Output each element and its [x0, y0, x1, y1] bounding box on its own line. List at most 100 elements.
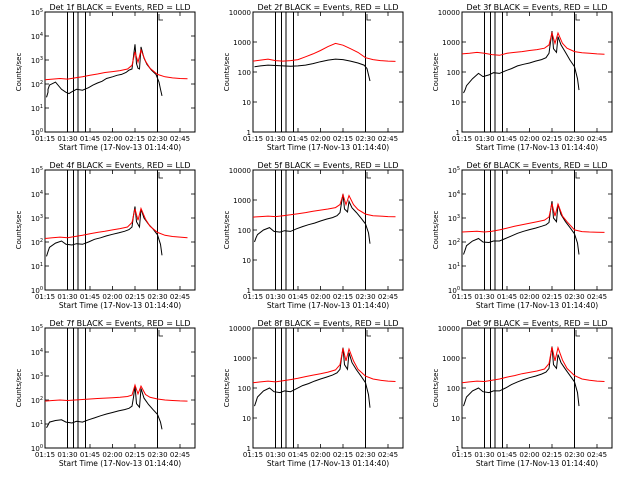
series-lld-line	[44, 383, 188, 402]
y-tick-label: 10	[242, 99, 251, 107]
y-tick-label: 101	[31, 104, 43, 113]
x-tick-label: 02:30	[355, 451, 375, 459]
y-tick-label: 105	[31, 8, 43, 17]
y-tick-label: 105	[31, 166, 43, 175]
x-tick-label: 01:30	[265, 451, 285, 459]
y-tick-label: 103	[448, 214, 460, 223]
y-axis-label: Counts/sec	[432, 369, 440, 408]
bracket-marker	[158, 14, 163, 21]
series-events-line	[254, 193, 371, 244]
y-tick-label: 100	[31, 286, 43, 295]
y-tick-label: 100	[238, 69, 251, 77]
x-tick-label: 02:15	[542, 451, 562, 459]
x-tick-label: 02:30	[564, 451, 584, 459]
y-tick-label: 100	[447, 69, 460, 77]
y-tick-exponent: 2	[457, 238, 460, 244]
y-tick-exponent: 0	[40, 286, 43, 292]
y-tick-label: 1	[247, 287, 251, 295]
x-tick-label: 02:15	[125, 293, 145, 301]
series-events-line	[463, 346, 580, 407]
series-events-line	[254, 347, 371, 408]
y-tick-label: 102	[31, 238, 43, 247]
x-tick-label: 02:45	[378, 293, 398, 301]
series-events-line	[46, 44, 163, 98]
x-tick-label: 01:45	[497, 293, 517, 301]
x-tick-label: 02:00	[310, 293, 330, 301]
x-tick-label: 01:30	[474, 293, 494, 301]
chart-panel: Det 5f BLACK = Events, RED = LLD 1 10 100 10…	[223, 161, 404, 310]
y-tick-label: 101	[31, 262, 43, 271]
x-tick-label: 02:15	[542, 293, 562, 301]
series-events-line	[46, 206, 163, 257]
y-tick-exponent: 5	[40, 166, 43, 172]
chart-panel: Det 8f BLACK = Events, RED = LLD 1 10 100 10…	[223, 319, 404, 468]
bracket-marker	[366, 330, 371, 337]
y-tick-label: 1000	[233, 39, 251, 47]
y-tick-label: 10	[451, 415, 460, 423]
x-tick-label: 02:45	[170, 135, 190, 143]
y-tick-exponent: 0	[457, 286, 460, 292]
y-tick-label: 1	[247, 129, 251, 137]
x-tick-label: 01:15	[452, 293, 472, 301]
y-tick-exponent: 3	[457, 214, 460, 220]
y-axis-label: Counts/sec	[432, 53, 440, 92]
y-tick-exponent: 3	[40, 214, 43, 220]
x-tick-label: 02:15	[333, 293, 353, 301]
bracket-marker	[575, 172, 580, 179]
y-tick-exponent: 3	[40, 56, 43, 62]
chart-title: Det 5f BLACK = Events, RED = LLD	[257, 161, 398, 170]
y-tick-label: 100	[448, 286, 460, 295]
bracket-marker	[158, 172, 163, 179]
y-tick-label: 1	[456, 445, 460, 453]
y-tick-exponent: 4	[40, 190, 43, 196]
x-tick-label: 02:45	[587, 135, 607, 143]
y-tick-exponent: 0	[40, 128, 43, 134]
y-tick-label: 1000	[442, 39, 460, 47]
x-tick-label: 02:00	[102, 135, 122, 143]
y-axis-label: Counts/sec	[223, 369, 231, 408]
y-tick-exponent: 1	[40, 420, 43, 426]
chart-panel: Det 9f BLACK = Events, RED = LLD 1 10 100 10…	[432, 319, 613, 468]
x-axis-label: Start Time (17-Nov-13 01:14:40)	[59, 143, 181, 152]
bracket-marker	[366, 14, 371, 21]
y-axis-label: Counts/sec	[15, 53, 23, 92]
y-tick-label: 10000	[229, 167, 251, 175]
series-events-line	[254, 58, 371, 82]
y-axis-label: Counts/sec	[15, 211, 23, 250]
x-tick-label: 02:30	[564, 293, 584, 301]
y-tick-exponent: 4	[457, 190, 460, 196]
chart-title: Det 2f BLACK = Events, RED = LLD	[257, 3, 398, 12]
x-tick-label: 02:00	[519, 135, 539, 143]
series-lld-line	[252, 42, 396, 62]
y-tick-label: 103	[31, 56, 43, 65]
series-events-line	[463, 31, 580, 94]
y-tick-label: 100	[238, 227, 251, 235]
x-axis-label: Start Time (17-Nov-13 01:14:40)	[267, 301, 389, 310]
chart-panel: Det 1f BLACK = Events, RED = LLD10010110…	[15, 3, 196, 152]
y-tick-exponent: 1	[40, 262, 43, 268]
chart-title: Det 7f BLACK = Events, RED = LLD	[49, 319, 190, 328]
x-tick-label: 01:30	[265, 135, 285, 143]
y-tick-label: 101	[31, 420, 43, 429]
x-tick-label: 01:15	[452, 451, 472, 459]
y-tick-exponent: 2	[40, 238, 43, 244]
x-tick-label: 01:45	[80, 293, 100, 301]
x-tick-label: 01:15	[35, 135, 55, 143]
y-axis-label: Counts/sec	[223, 53, 231, 92]
series-lld-line	[44, 48, 188, 81]
y-tick-exponent: 5	[40, 8, 43, 14]
y-tick-exponent: 2	[40, 396, 43, 402]
y-tick-exponent: 2	[40, 80, 43, 86]
y-tick-exponent: 1	[40, 104, 43, 110]
y-tick-exponent: 5	[40, 324, 43, 330]
y-tick-label: 10	[242, 415, 251, 423]
x-tick-label: 02:30	[564, 135, 584, 143]
x-tick-label: 02:15	[542, 135, 562, 143]
x-tick-label: 02:00	[519, 293, 539, 301]
y-tick-label: 10	[451, 99, 460, 107]
x-tick-label: 02:45	[170, 451, 190, 459]
x-tick-label: 02:30	[147, 135, 167, 143]
x-tick-label: 01:30	[265, 293, 285, 301]
chart-panel: Det 2f BLACK = Events, RED = LLD 1 10 100 10…	[223, 3, 404, 152]
